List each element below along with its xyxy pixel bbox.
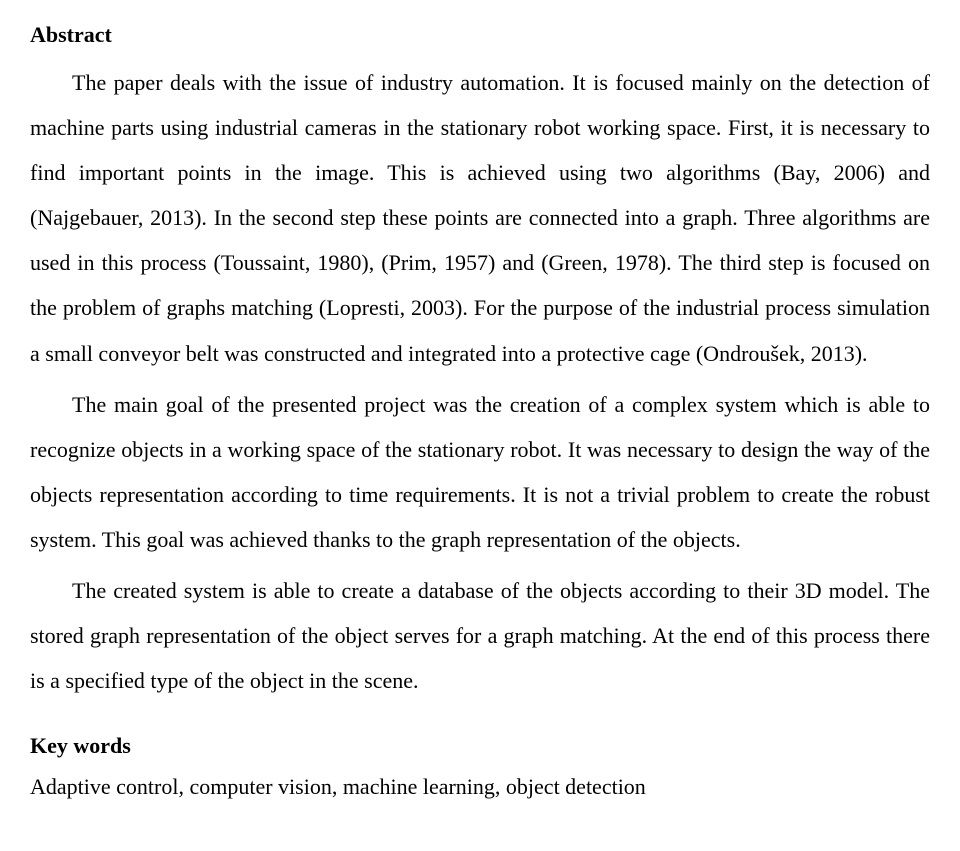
abstract-paragraph: The main goal of the presented project w… bbox=[30, 382, 930, 562]
abstract-paragraph: The created system is able to create a d… bbox=[30, 568, 930, 703]
abstract-heading: Abstract bbox=[30, 22, 930, 48]
abstract-paragraph: The paper deals with the issue of indust… bbox=[30, 60, 930, 376]
keywords-line: Adaptive control, computer vision, machi… bbox=[30, 767, 930, 807]
keywords-heading: Key words bbox=[30, 733, 930, 759]
